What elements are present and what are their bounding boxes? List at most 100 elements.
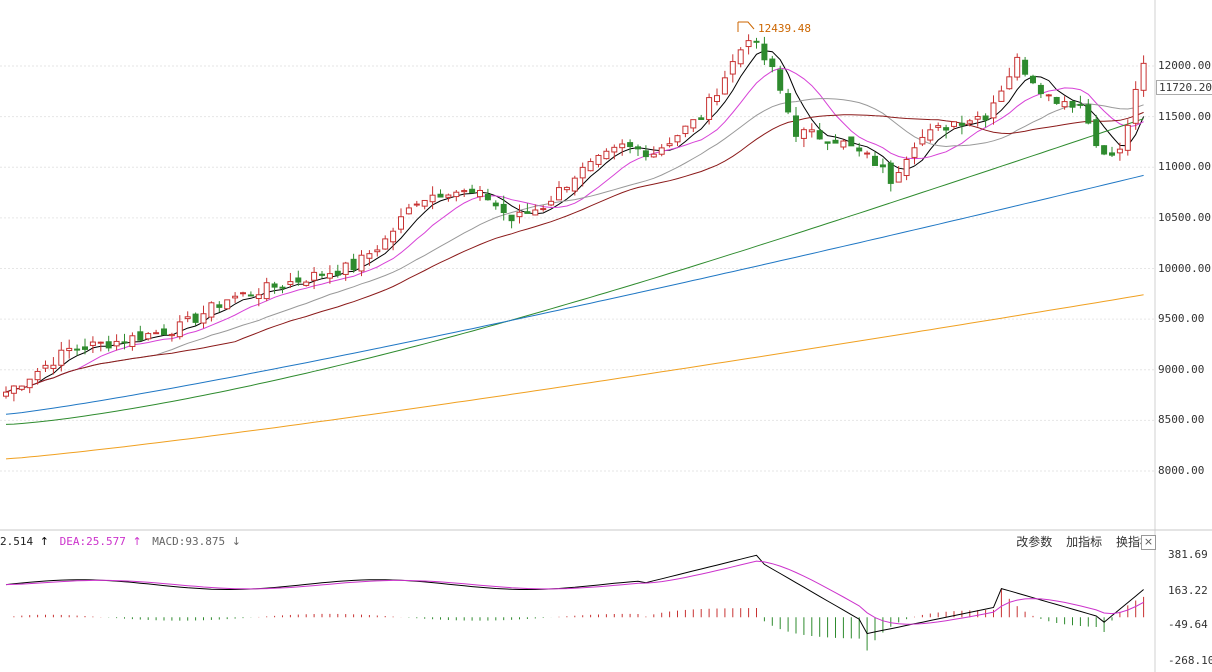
candle-body — [421, 199, 428, 207]
candle-body — [935, 125, 942, 128]
candle-body — [974, 116, 981, 120]
candle-body — [753, 40, 760, 43]
candle-body — [998, 90, 1005, 102]
candle-body — [642, 150, 649, 158]
candle-body — [1101, 145, 1108, 155]
candle-body — [113, 340, 120, 347]
dea-line — [5, 560, 1144, 625]
candle-body — [650, 153, 657, 158]
candle-body — [785, 93, 792, 113]
candle-body — [714, 95, 720, 102]
candle-body — [927, 129, 934, 141]
candle-body — [168, 333, 175, 337]
candle-body — [200, 313, 207, 324]
candle-body — [816, 130, 823, 140]
candle-body — [1069, 101, 1076, 108]
candle-body — [1006, 76, 1013, 90]
price-tick-label: 8500.00 — [1158, 413, 1205, 427]
edit-params-button[interactable]: 改参数 — [1016, 535, 1053, 549]
candle-body — [232, 295, 239, 299]
candle-body — [255, 294, 262, 299]
ma-line-4 — [5, 111, 1144, 393]
candle-body — [477, 189, 483, 198]
candle-body — [848, 136, 855, 147]
candle-body — [879, 164, 886, 168]
candle-body — [161, 328, 167, 336]
price-tick-label: 11500.00 — [1158, 109, 1211, 123]
candle-body — [832, 139, 839, 144]
candle-body — [658, 147, 665, 155]
candle-body — [990, 102, 997, 119]
candle-body — [761, 43, 768, 61]
candle-body — [105, 341, 112, 349]
candle-body — [89, 341, 96, 346]
candle-body — [469, 188, 476, 194]
candle-body — [350, 258, 357, 271]
candle-body — [26, 378, 33, 389]
candle-body — [1140, 62, 1147, 91]
candle-body — [777, 69, 784, 91]
close-icon[interactable]: × — [1141, 535, 1156, 550]
candle-body — [500, 203, 507, 214]
candle-body — [287, 281, 294, 285]
peak-marker — [737, 21, 755, 32]
price-tick-label: 12000.00 — [1158, 59, 1211, 72]
candle-body — [295, 277, 302, 283]
candle-body — [856, 147, 863, 152]
ma-line-2 — [5, 67, 1144, 393]
candle-body — [721, 77, 728, 95]
candle-body — [1132, 88, 1139, 124]
candle-body — [737, 49, 744, 65]
candle-body — [492, 202, 499, 207]
candle-body — [311, 271, 318, 281]
candle-body — [184, 316, 191, 320]
candle-body — [1116, 148, 1123, 154]
candle-body — [864, 152, 871, 155]
candle-body — [382, 238, 389, 250]
candle-body — [484, 193, 491, 201]
candle-body — [398, 216, 404, 230]
candle-body — [192, 313, 199, 323]
candle-body — [240, 292, 246, 295]
candle-body — [1109, 152, 1115, 156]
candle-body — [556, 187, 562, 201]
macd-panel — [5, 554, 1145, 651]
macd-tick-label: -268.10 — [1168, 654, 1212, 667]
candle-body — [919, 136, 926, 145]
ma-line-3 — [5, 98, 1144, 393]
candle-body — [1014, 56, 1021, 78]
candle-body — [216, 304, 223, 308]
candle-body — [279, 286, 286, 289]
candle-body — [176, 321, 183, 338]
candle-body — [3, 391, 9, 397]
indicator-readout: 2.514 ↑ DEA:25.577 ↑ MACD:93.875 ↓ — [0, 533, 720, 551]
ma-line-6 — [5, 174, 1144, 415]
add-indicator-button[interactable]: 加指标 — [1066, 535, 1103, 549]
candle-body — [153, 332, 160, 335]
dea-up-arrow-icon: ↑ — [132, 535, 142, 548]
candle-body — [319, 273, 325, 276]
candle-body — [405, 207, 412, 215]
candle-body — [666, 143, 673, 147]
candle-body — [121, 341, 128, 344]
candle-body — [793, 115, 799, 137]
price-tick-label: 11000.00 — [1158, 160, 1211, 174]
candle-body — [1093, 119, 1100, 147]
price-tick-label: 9500.00 — [1158, 312, 1205, 326]
candle-body — [982, 115, 989, 121]
candle-body — [208, 302, 215, 318]
candle-body — [682, 125, 689, 135]
dif-line — [5, 554, 1144, 635]
candle-body — [374, 249, 381, 253]
candle-body — [1022, 59, 1029, 75]
peak-price-annotation: 12439.48 — [758, 22, 811, 35]
candle-body — [872, 155, 878, 166]
candle-body — [390, 230, 397, 243]
candle-body — [10, 385, 17, 394]
macd-value: MACD:93.875 — [152, 535, 226, 548]
candle-body — [548, 200, 555, 206]
candle-body — [895, 172, 902, 183]
candle-body — [698, 117, 705, 120]
candle-body — [563, 186, 570, 191]
